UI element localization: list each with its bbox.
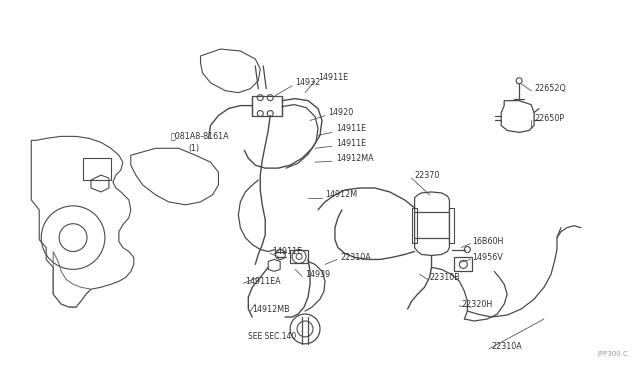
Text: 22310B: 22310B — [429, 273, 460, 282]
Text: SEE SEC.140: SEE SEC.140 — [248, 332, 296, 341]
Text: 14912MA: 14912MA — [336, 154, 374, 163]
Text: 22310A: 22310A — [492, 342, 522, 351]
Bar — [290, 250, 308, 263]
Text: 22652Q: 22652Q — [534, 84, 566, 93]
Bar — [449, 208, 454, 243]
Bar — [83, 158, 111, 180]
Text: 14956V: 14956V — [472, 253, 503, 262]
Text: (1): (1) — [189, 144, 200, 153]
Text: 14939: 14939 — [305, 270, 330, 279]
Text: 14932: 14932 — [295, 78, 321, 87]
Text: 22320H: 22320H — [461, 299, 493, 309]
Text: Ⓐ081A8-8161A: Ⓐ081A8-8161A — [171, 131, 229, 140]
Text: 14911E: 14911E — [318, 73, 348, 82]
Bar — [412, 208, 417, 243]
Text: 22310A: 22310A — [340, 253, 371, 262]
Text: 14911E: 14911E — [336, 124, 366, 133]
Text: JPP300 C: JPP300 C — [598, 351, 628, 357]
Text: 14920: 14920 — [328, 108, 353, 117]
Text: 16B60H: 16B60H — [472, 237, 504, 246]
Bar — [454, 257, 472, 271]
Text: 14912M: 14912M — [325, 190, 357, 199]
Text: 14911E: 14911E — [336, 139, 366, 148]
Text: 14911EA: 14911EA — [245, 277, 281, 286]
Text: 14912MB: 14912MB — [252, 305, 290, 314]
Text: 22650P: 22650P — [534, 114, 564, 123]
Text: 22370: 22370 — [415, 171, 440, 180]
Text: 14911E: 14911E — [272, 247, 302, 256]
Bar — [252, 96, 282, 116]
